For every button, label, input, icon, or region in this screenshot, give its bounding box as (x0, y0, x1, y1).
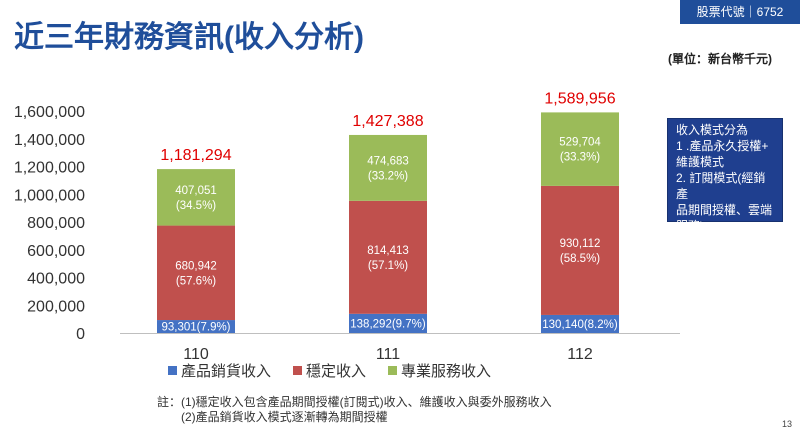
bar-segment (541, 112, 619, 186)
bar-segment (157, 169, 235, 226)
data-label: (57.1%) (368, 260, 408, 272)
data-label: (58.5%) (560, 253, 600, 265)
data-label: 93,301(7.9%) (161, 322, 230, 334)
unit-label: (單位：新台幣千元) (668, 52, 772, 66)
data-label: (34.5%) (176, 200, 216, 212)
info-line: 維護模式 (676, 155, 725, 169)
y-tick-label: 1,000,000 (14, 187, 85, 204)
total-label: 1,427,388 (352, 113, 423, 130)
footnote: 註： (1)穩定收入包含產品期間授權(訂閱式)收入、維護收入與委外服務收入 (2… (157, 395, 552, 425)
legend-item-product-sales: 產品銷貨收入 (168, 360, 271, 381)
chart-legend: 產品銷貨收入 穩定收入 專業服務收入 (168, 360, 491, 381)
bar-segment (541, 314, 619, 333)
revenue-model-info-box: 收入模式分為 1 .產品永久授權+ 維護模式 2. 訂閱模式(經銷產 品期間授權… (667, 118, 783, 233)
info-line: 1 .產品永久授權+ (676, 139, 769, 153)
data-label: (33.2%) (368, 170, 408, 182)
bar-segment (157, 225, 235, 321)
info-line: 服務) (676, 219, 704, 233)
page-title: 近三年財務資訊(收入分析) (14, 21, 364, 54)
legend-label: 穩定收入 (306, 363, 367, 380)
legend-swatch (293, 366, 303, 375)
data-label: 130,140(8.2%) (542, 319, 618, 331)
info-line: 2. 訂閱模式(經銷產 (676, 171, 766, 201)
x-tick-label: 111 (376, 346, 400, 363)
data-label: 680,942 (175, 260, 217, 272)
data-label: (57.6%) (176, 275, 216, 287)
data-label: 407,051 (175, 185, 217, 197)
legend-label: 專業服務收入 (401, 363, 492, 380)
x-tick-label: 110 (183, 346, 209, 363)
y-tick-label: 800,000 (27, 215, 85, 232)
y-tick-label: 0 (76, 326, 85, 343)
legend-item-stable-revenue: 穩定收入 (293, 360, 366, 381)
data-label: 930,112 (560, 238, 601, 250)
data-label: (33.3%) (560, 152, 600, 164)
y-tick-label: 600,000 (27, 243, 85, 260)
x-tick-label: 112 (567, 346, 593, 363)
data-label: 474,683 (367, 155, 409, 167)
legend-swatch (388, 366, 398, 375)
page-number: 13 (781, 419, 792, 429)
y-tick-label: 400,000 (27, 271, 85, 288)
bar-segment (349, 313, 427, 333)
y-tick-label: 200,000 (27, 298, 85, 315)
footnote-prefix: 註： (157, 395, 182, 409)
legend-swatch (168, 366, 177, 375)
data-label: 814,413 (367, 245, 409, 257)
legend-item-professional-services: 專業服務收入 (388, 360, 491, 381)
bar-segment (157, 320, 235, 333)
stock-code-badge: 股票代號｜6752 (680, 0, 800, 24)
footnote-line: (2)產品銷貨收入模式逐漸轉為期間授權 (181, 410, 388, 424)
y-tick-label: 1,600,000 (14, 104, 85, 121)
bar-segment (349, 134, 427, 201)
total-label: 1,589,956 (544, 90, 615, 107)
y-tick-label: 1,200,000 (14, 160, 85, 177)
total-label: 1,181,294 (160, 147, 231, 164)
legend-label: 產品銷貨收入 (181, 363, 272, 380)
bar-segment (541, 185, 619, 315)
bar-segment (349, 200, 427, 314)
footnote-line: (1)穩定收入包含產品期間授權(訂閱式)收入、維護收入與委外服務收入 (181, 395, 552, 409)
data-label: 138,292(9.7%) (350, 318, 426, 330)
info-line: 品期間授權、雲端 (676, 203, 773, 217)
info-line: 收入模式分為 (676, 123, 749, 137)
data-label: 529,704 (559, 137, 601, 149)
y-tick-label: 1,400,000 (14, 132, 85, 149)
